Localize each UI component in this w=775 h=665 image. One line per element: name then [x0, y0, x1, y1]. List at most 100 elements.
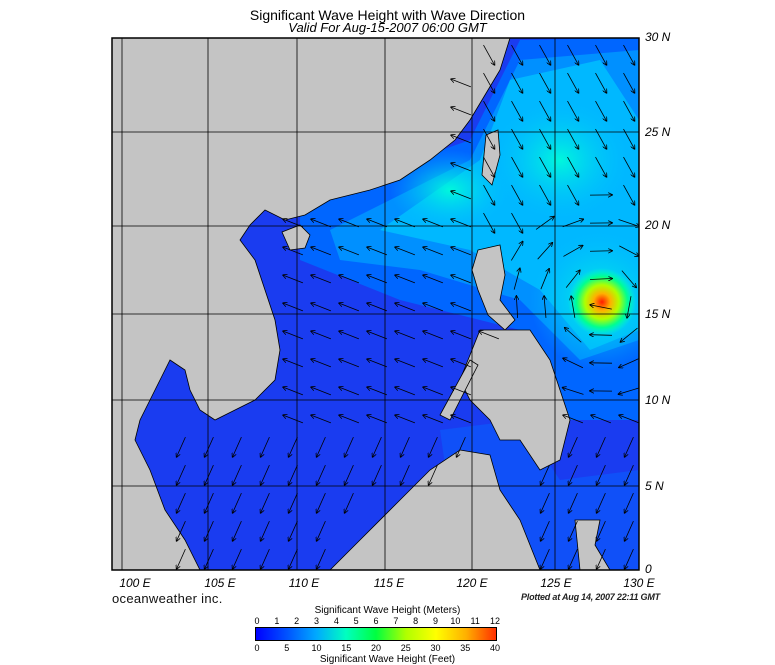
wave-arrow	[311, 331, 332, 340]
wave-arrow	[567, 128, 579, 149]
wave-arrow	[395, 219, 416, 228]
wave-arrow	[177, 520, 186, 541]
wave-arrow	[513, 268, 520, 290]
wave-arrow	[289, 548, 298, 569]
wave-arrow	[511, 128, 523, 149]
lat-label-0: 0	[645, 562, 652, 576]
lat-label-20n: 20 N	[645, 218, 671, 232]
wave-arrow	[457, 436, 466, 457]
wave-arrow	[511, 184, 523, 205]
wave-arrow	[317, 492, 326, 513]
wave-arrow	[623, 72, 635, 93]
wave-arrow	[261, 436, 270, 457]
wave-arrow	[623, 184, 635, 205]
wave-arrow	[535, 217, 554, 230]
land-mainland-asia	[112, 38, 511, 570]
wave-arrow	[451, 387, 472, 396]
wave-arrow	[567, 100, 579, 121]
land-taiwan	[481, 129, 501, 186]
wave-arrow	[339, 387, 360, 396]
wave-arrow	[373, 436, 382, 457]
wave-arrow	[544, 296, 546, 318]
wave-arrow	[451, 303, 472, 312]
wave-arrow	[283, 387, 304, 396]
wave-arrow	[311, 219, 332, 228]
wave-arrow	[451, 79, 472, 88]
wave-arrow	[620, 327, 638, 342]
wave-arrow	[451, 331, 472, 340]
colorbar-tick: 5	[353, 616, 359, 626]
lon-label-120e: 120 E	[456, 576, 488, 590]
wave-arrow	[367, 303, 388, 312]
wave-arrow	[317, 548, 326, 569]
wave-arrow	[541, 464, 550, 485]
wave-arrow	[367, 387, 388, 396]
wave-arrow	[618, 387, 639, 394]
lat-label-10n: 10 N	[645, 393, 671, 407]
wave-arrow	[567, 72, 579, 93]
wave-arrow	[511, 72, 523, 93]
wave-arrow	[563, 388, 584, 395]
lon-label-110e: 110 E	[288, 576, 320, 590]
wave-arrow	[177, 548, 186, 569]
wave-arrow	[483, 156, 495, 177]
wave-arrow	[483, 44, 495, 65]
wave-arrow	[567, 184, 579, 205]
colorbar-tick: 30	[430, 643, 441, 653]
wave-arrow	[511, 44, 523, 65]
wave-arrow	[429, 436, 438, 457]
wave-arrow	[571, 296, 576, 318]
wave-arrow	[373, 464, 382, 485]
lon-label-105e: 105 E	[204, 576, 236, 590]
wave-arrow	[311, 415, 332, 424]
wave-arrow	[205, 548, 214, 569]
wave-arrow	[451, 275, 472, 284]
wave-arrow	[289, 520, 298, 541]
wave-arrow	[539, 72, 551, 93]
wave-arrow	[423, 387, 444, 396]
wave-arrow	[367, 359, 388, 368]
colorbar-meters-title: Significant Wave Height (Meters)	[314, 605, 461, 616]
wave-arrow	[597, 520, 606, 541]
land	[112, 38, 611, 570]
wave-arrow	[451, 359, 472, 368]
wave-arrow	[539, 44, 551, 65]
wave-arrow	[597, 492, 606, 513]
wave-arrow	[565, 328, 582, 343]
wave-arrow	[339, 303, 360, 312]
wave-arrow	[625, 548, 634, 569]
wave-arrow	[597, 464, 606, 485]
wave-arrow	[619, 358, 639, 368]
wave-arrow	[345, 436, 354, 457]
wave-arrow	[597, 436, 606, 457]
colorbar-tick: 9	[432, 616, 438, 626]
wave-arrow	[625, 436, 634, 457]
wave-arrow	[625, 464, 634, 485]
wave-arrow	[177, 436, 186, 457]
wave-arrow	[451, 107, 472, 116]
wave-arrow	[339, 359, 360, 368]
wave-arrow	[595, 72, 607, 93]
wave-arrow	[516, 296, 517, 319]
colorbar-tick: 2	[294, 616, 300, 626]
wave-arrow	[589, 279, 612, 280]
wave-arrow	[567, 156, 579, 177]
wave-arrow	[569, 492, 578, 513]
wave-arrow	[618, 219, 639, 226]
lat-label-25n: 25 N	[645, 125, 671, 139]
wave-arrow	[483, 128, 495, 149]
wave-arrow	[623, 100, 635, 121]
wave-arrow	[395, 415, 416, 424]
colorbar-tick: 25	[400, 643, 411, 653]
wave-arrow	[317, 436, 326, 457]
wave-arrow	[451, 191, 472, 200]
chart-title: Significant Wave Height with Wave Direct…	[249, 7, 526, 23]
wave-arrow	[429, 464, 438, 485]
wave-arrow	[423, 415, 444, 424]
wave-arrow	[595, 156, 607, 177]
wave-arrow	[233, 548, 242, 569]
wave-arrow	[283, 275, 304, 284]
lat-label-5n: 5 N	[645, 479, 664, 493]
wave-arrow	[395, 275, 416, 284]
colorbar-tick: 1	[274, 616, 280, 626]
